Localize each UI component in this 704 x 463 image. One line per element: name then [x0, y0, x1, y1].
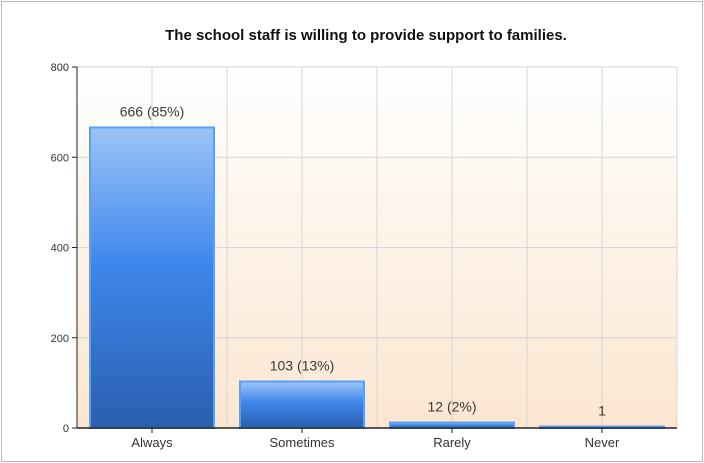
bar-rarely — [389, 421, 515, 429]
x-tick-label: Always — [131, 435, 173, 450]
bar-sometimes — [239, 380, 365, 429]
data-label: 103 (13%) — [270, 358, 335, 374]
labels: 0 200 400 600 800 666 (85%) Always 103 (13%) Som… — [51, 62, 620, 450]
chart-title: The school staff is willing to provide s… — [165, 27, 567, 44]
data-label: 666 (85%) — [120, 103, 185, 119]
data-label: 1 — [598, 403, 606, 419]
y-tick-label: 200 — [51, 333, 69, 345]
y-tick-label: 0 — [63, 423, 69, 435]
data-label: 12 (2%) — [427, 399, 476, 415]
x-tick-label: Never — [585, 435, 620, 450]
y-tick-label: 400 — [51, 243, 69, 255]
bar-always — [89, 126, 215, 429]
y-tick-label: 800 — [51, 62, 69, 74]
bars — [89, 126, 665, 429]
x-tick-label: Sometimes — [269, 435, 335, 450]
axes — [72, 66, 677, 433]
x-tick-label: Rarely — [433, 435, 471, 450]
y-tick-label: 600 — [51, 152, 69, 164]
